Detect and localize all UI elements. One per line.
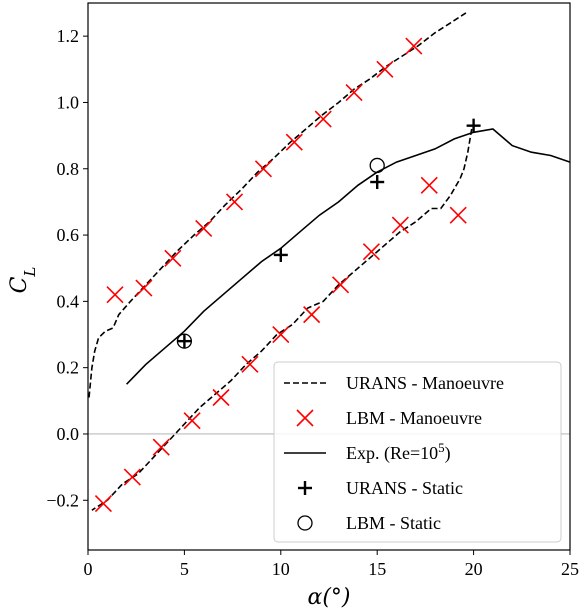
y-axis-label: CL [7, 267, 39, 294]
lbm-manoeuvre-point [254, 160, 273, 178]
x-tick-label: 25 [561, 559, 579, 579]
legend-label: Exp. (Re=105) [346, 440, 451, 465]
urans-static-point [273, 247, 288, 262]
lbm-manoeuvre-point [376, 60, 394, 78]
x-marker-stroke [332, 276, 350, 294]
legend-item: LBM - Manoeuvre [296, 408, 482, 428]
lbm-manoeuvre-point [94, 495, 112, 513]
y-tick-label: 0.2 [57, 358, 80, 378]
lbm-manoeuvre-point [106, 286, 124, 304]
x-marker-stroke [225, 193, 244, 211]
plot-frame [87, 2, 571, 551]
lbm-manoeuvre-point [164, 249, 182, 267]
legend-label-end: ) [445, 443, 451, 464]
legend-box [273, 361, 562, 543]
lbm-manoeuvre-point [303, 306, 321, 324]
legend-label-main: Exp. (Re=10 [346, 443, 438, 464]
y-tick-label: 1.0 [57, 92, 80, 112]
lbm-manoeuvre-point [272, 325, 290, 344]
experiment-line [126, 128, 571, 385]
lbm-manoeuvre-point [152, 438, 170, 456]
x-marker-stroke [345, 83, 363, 102]
legend-label: URANS - Manoeuvre [346, 373, 504, 393]
legend-item: URANS - Static [298, 478, 463, 498]
legend-swatch-plus-marker [298, 481, 312, 495]
x-marker-stroke [106, 286, 124, 304]
x-tick-label: 15 [368, 559, 386, 579]
x-marker-stroke [362, 243, 380, 261]
x-marker-stroke [94, 495, 112, 513]
lbm-manoeuvre-point [212, 388, 230, 407]
legend-label: LBM - Static [346, 513, 441, 533]
x-tick-label: 5 [180, 559, 189, 579]
x-marker-stroke [376, 60, 394, 78]
legend-label-superscript: 5 [438, 440, 445, 455]
lbm-manoeuvre-point [405, 37, 423, 55]
x-axis-label: α(°) [307, 585, 350, 610]
x-tick-label: 0 [84, 559, 93, 579]
lbm-manoeuvre-point [391, 216, 409, 234]
y-tick-label: 0.0 [57, 424, 80, 444]
urans-manoeuvre-line [91, 128, 473, 511]
x-marker-stroke [241, 355, 259, 373]
lbm-static-point [369, 157, 385, 174]
y-tick-label: 1.2 [57, 26, 80, 46]
legend-label: LBM - Manoeuvre [346, 408, 482, 428]
lbm-manoeuvre-point [123, 468, 141, 486]
x-marker-stroke [212, 388, 230, 407]
x-marker-stroke [135, 279, 153, 297]
y-tick-label: 0.4 [57, 291, 80, 311]
legend-item: URANS - Manoeuvre [284, 373, 504, 393]
x-marker-stroke [285, 133, 303, 151]
x-tick-label: 10 [272, 559, 290, 579]
legend-label: URANS - Static [346, 478, 463, 498]
lbm-manoeuvre-point [449, 206, 467, 224]
lbm-manoeuvre-point [345, 83, 363, 102]
lbm-manoeuvre-point [362, 243, 380, 261]
urans-static-point [370, 175, 385, 190]
legend-swatch-x-marker [296, 409, 314, 427]
x-marker-stroke [152, 438, 170, 456]
x-tick-label: 20 [465, 559, 483, 579]
lbm-manoeuvre-point [183, 412, 201, 430]
x-marker-stroke [123, 468, 141, 486]
x-marker-stroke [420, 176, 438, 194]
x-marker-stroke [164, 249, 182, 267]
lbm-manoeuvre-point [332, 276, 350, 294]
x-marker-stroke [391, 216, 409, 234]
legend-item: Exp. (Re=105) [284, 440, 451, 465]
x-marker-stroke [183, 412, 201, 430]
urans-manoeuvre-line [88, 12, 467, 398]
x-marker-stroke [405, 37, 423, 55]
x-marker-stroke [272, 325, 290, 344]
x-marker-stroke [449, 206, 467, 224]
y-tick-label: −0.2 [46, 490, 79, 510]
y-tick-label: 0.6 [57, 225, 80, 245]
x-marker-stroke [195, 219, 213, 237]
legend-item: LBM - Static [297, 513, 441, 533]
lbm-manoeuvre-point [195, 219, 213, 237]
lbm-manoeuvre-point [314, 110, 332, 128]
lbm-manoeuvre-point [225, 193, 244, 211]
lbm-manoeuvre-point [135, 279, 153, 297]
urans-static-point [177, 334, 192, 349]
x-marker-stroke [303, 306, 321, 324]
lbm-manoeuvre-point [241, 355, 259, 373]
urans-static-point [466, 118, 481, 133]
x-marker-stroke [254, 160, 273, 178]
x-marker-stroke [296, 409, 314, 427]
x-marker-stroke [314, 110, 332, 128]
lbm-manoeuvre-point [285, 133, 303, 151]
lbm-manoeuvre-point [420, 176, 438, 194]
y-axis-label-main: C [7, 276, 32, 293]
y-tick-label: 0.8 [57, 159, 80, 179]
legend-swatch-circle-marker [297, 515, 313, 531]
y-axis-label-sub: L [21, 267, 39, 278]
